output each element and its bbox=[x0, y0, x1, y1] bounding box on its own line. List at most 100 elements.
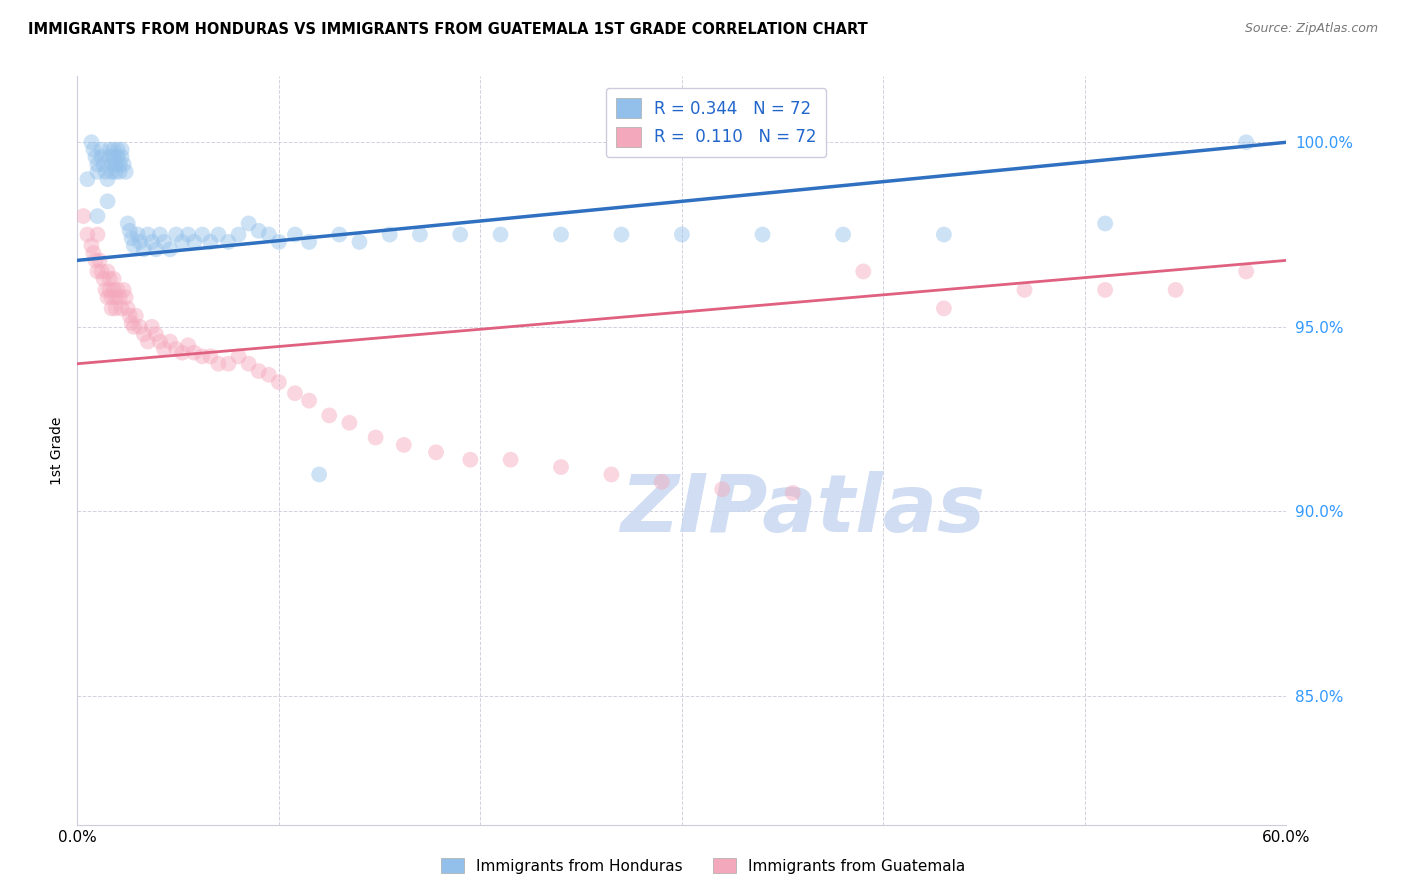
Point bbox=[247, 224, 270, 238]
Point bbox=[98, 272, 121, 286]
Point bbox=[489, 227, 512, 242]
Point bbox=[86, 264, 108, 278]
Point bbox=[1234, 135, 1257, 149]
Point bbox=[128, 235, 150, 249]
Point bbox=[100, 165, 122, 179]
Point bbox=[145, 242, 167, 256]
Point bbox=[191, 227, 214, 242]
Point bbox=[84, 150, 107, 164]
Point bbox=[103, 143, 125, 157]
Point bbox=[90, 150, 112, 164]
Point bbox=[96, 172, 118, 186]
Point bbox=[172, 345, 194, 359]
Point bbox=[550, 460, 572, 475]
Point bbox=[103, 272, 125, 286]
Point bbox=[98, 143, 121, 157]
Point bbox=[1014, 283, 1036, 297]
Point bbox=[1094, 217, 1116, 231]
Point bbox=[218, 357, 240, 371]
Point bbox=[257, 368, 280, 382]
Point bbox=[104, 157, 127, 171]
Point bbox=[103, 283, 125, 297]
Point bbox=[207, 227, 229, 242]
Point bbox=[100, 157, 122, 171]
Point bbox=[159, 334, 181, 349]
Point bbox=[267, 235, 290, 249]
Point bbox=[610, 227, 633, 242]
Point bbox=[932, 227, 955, 242]
Point bbox=[104, 301, 127, 316]
Y-axis label: 1st Grade: 1st Grade bbox=[51, 417, 65, 484]
Point bbox=[183, 345, 205, 359]
Point bbox=[177, 338, 200, 352]
Point bbox=[600, 467, 623, 482]
Point bbox=[392, 438, 415, 452]
Point bbox=[108, 157, 131, 171]
Point bbox=[1094, 283, 1116, 297]
Point bbox=[238, 357, 260, 371]
Point bbox=[218, 235, 240, 249]
Point bbox=[228, 349, 250, 363]
Point bbox=[98, 283, 121, 297]
Point bbox=[425, 445, 447, 459]
Point bbox=[409, 227, 432, 242]
Point bbox=[112, 157, 135, 171]
Point bbox=[94, 165, 117, 179]
Legend: Immigrants from Honduras, Immigrants from Guatemala: Immigrants from Honduras, Immigrants fro… bbox=[434, 852, 972, 880]
Point bbox=[76, 172, 98, 186]
Point bbox=[339, 416, 360, 430]
Point bbox=[112, 283, 135, 297]
Point bbox=[127, 227, 149, 242]
Point bbox=[86, 227, 108, 242]
Point bbox=[378, 227, 401, 242]
Point bbox=[165, 342, 187, 356]
Point bbox=[832, 227, 855, 242]
Point bbox=[141, 319, 163, 334]
Point bbox=[111, 150, 134, 164]
Point bbox=[191, 349, 214, 363]
Point bbox=[121, 316, 143, 330]
Point bbox=[238, 217, 260, 231]
Point bbox=[141, 235, 163, 249]
Point bbox=[114, 290, 136, 304]
Point bbox=[104, 165, 127, 179]
Point bbox=[98, 150, 121, 164]
Point bbox=[111, 301, 134, 316]
Point bbox=[82, 143, 104, 157]
Point bbox=[284, 386, 307, 401]
Point bbox=[122, 319, 145, 334]
Point bbox=[228, 227, 250, 242]
Point bbox=[121, 231, 143, 245]
Point bbox=[177, 227, 200, 242]
Point bbox=[136, 227, 159, 242]
Point bbox=[298, 393, 321, 408]
Point bbox=[149, 334, 172, 349]
Point bbox=[458, 452, 481, 467]
Point bbox=[284, 227, 307, 242]
Point bbox=[257, 227, 280, 242]
Point bbox=[145, 327, 167, 342]
Point bbox=[118, 224, 141, 238]
Point bbox=[96, 264, 118, 278]
Point bbox=[318, 409, 340, 423]
Point bbox=[651, 475, 673, 489]
Point bbox=[671, 227, 693, 242]
Point bbox=[90, 143, 112, 157]
Point bbox=[103, 150, 125, 164]
Point bbox=[80, 238, 103, 252]
Point bbox=[349, 235, 371, 249]
Point bbox=[86, 209, 108, 223]
Point bbox=[72, 209, 94, 223]
Point bbox=[117, 217, 139, 231]
Point bbox=[782, 486, 804, 500]
Legend: R = 0.344   N = 72, R =  0.110   N = 72: R = 0.344 N = 72, R = 0.110 N = 72 bbox=[606, 88, 827, 157]
Point bbox=[550, 227, 572, 242]
Point bbox=[118, 309, 141, 323]
Text: IMMIGRANTS FROM HONDURAS VS IMMIGRANTS FROM GUATEMALA 1ST GRADE CORRELATION CHAR: IMMIGRANTS FROM HONDURAS VS IMMIGRANTS F… bbox=[28, 22, 868, 37]
Point bbox=[499, 452, 522, 467]
Point bbox=[93, 157, 115, 171]
Point bbox=[267, 375, 290, 389]
Point bbox=[90, 264, 112, 278]
Point bbox=[207, 357, 229, 371]
Point bbox=[108, 290, 131, 304]
